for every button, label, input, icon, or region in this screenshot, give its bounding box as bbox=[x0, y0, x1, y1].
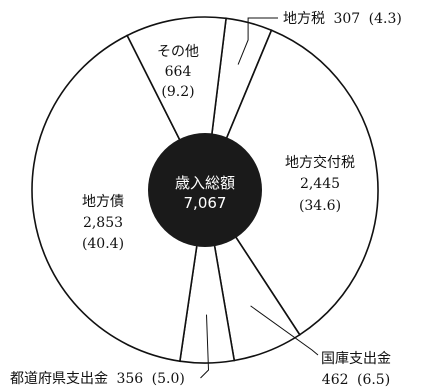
leader-kokkoshishutsukin bbox=[250, 305, 319, 356]
label-sonota-value: 664 bbox=[165, 64, 192, 80]
label-chihokofuzei-percent: (34.6) bbox=[299, 198, 341, 214]
label-chihokofuzei-value: 2,445 bbox=[300, 176, 340, 192]
label-kokkoshishutsukin-name: 国庫支出金 bbox=[321, 350, 391, 367]
label-chihozei: 地方税 307 (4.3) bbox=[283, 11, 402, 27]
label-todofukenshishutsukin-percent: (5.0) bbox=[152, 371, 185, 387]
label-chihosai-value: 2,853 bbox=[83, 215, 123, 231]
label-sonota-name: その他 bbox=[157, 44, 199, 60]
label-chihozei-name: 地方税 bbox=[283, 11, 325, 27]
label-todofukenshishutsukin-value: 356 bbox=[116, 371, 143, 387]
center-value: 7,067 bbox=[184, 194, 227, 212]
leader-lines bbox=[200, 17, 319, 379]
label-chihosai-name: 地方債 bbox=[82, 194, 124, 210]
slice-chihosai bbox=[31, 34, 206, 363]
label-chihokofuzei-name: 地方交付税 bbox=[285, 154, 355, 171]
label-todofukenshishutsukin-name: 都道府県支出金 bbox=[10, 371, 108, 387]
label-chihozei-percent: (4.3) bbox=[369, 11, 402, 27]
leader-todofukenshishutsukin bbox=[200, 314, 210, 379]
label-chihosai-percent: (40.4) bbox=[82, 236, 124, 252]
label-kokkoshishutsukin-percent: (6.5) bbox=[357, 372, 390, 388]
center-label: 歳入総額 bbox=[175, 174, 235, 192]
label-kokkoshishutsukin-numbers: 462 (6.5) bbox=[322, 372, 390, 388]
leader-chihozei bbox=[237, 17, 278, 65]
label-kokkoshishutsukin-value: 462 bbox=[322, 372, 349, 388]
slice-chihokofuzei bbox=[204, 29, 379, 336]
label-todofukenshishutsukin: 都道府県支出金 356 (5.0) bbox=[10, 371, 185, 387]
label-chihozei-value: 307 bbox=[333, 11, 360, 27]
label-sonota-percent: (9.2) bbox=[161, 84, 194, 100]
center-circle bbox=[148, 133, 262, 247]
